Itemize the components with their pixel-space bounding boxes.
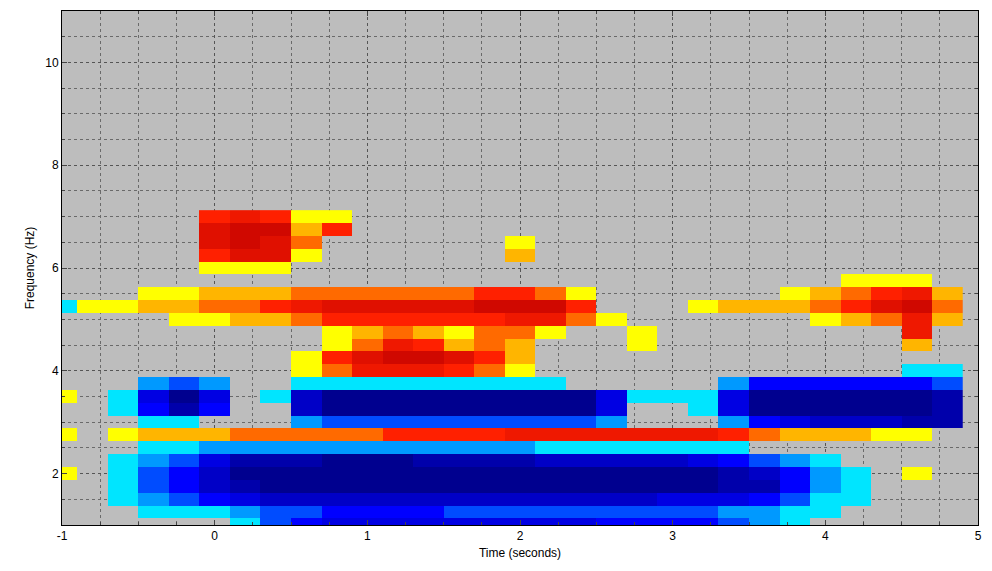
- svg-text:4: 4: [822, 529, 829, 543]
- svg-text:6: 6: [52, 261, 59, 275]
- svg-text:10: 10: [45, 56, 59, 70]
- svg-text:3: 3: [669, 529, 676, 543]
- svg-text:2: 2: [517, 529, 524, 543]
- svg-text:1: 1: [364, 529, 371, 543]
- svg-text:8: 8: [52, 158, 59, 172]
- svg-text:-1: -1: [57, 529, 68, 543]
- svg-text:2: 2: [52, 467, 59, 481]
- svg-text:Frequency (Hz): Frequency (Hz): [23, 227, 37, 310]
- svg-text:4: 4: [52, 364, 59, 378]
- svg-text:0: 0: [211, 529, 218, 543]
- svg-text:Time (seconds): Time (seconds): [479, 546, 561, 560]
- svg-text:5: 5: [975, 529, 982, 543]
